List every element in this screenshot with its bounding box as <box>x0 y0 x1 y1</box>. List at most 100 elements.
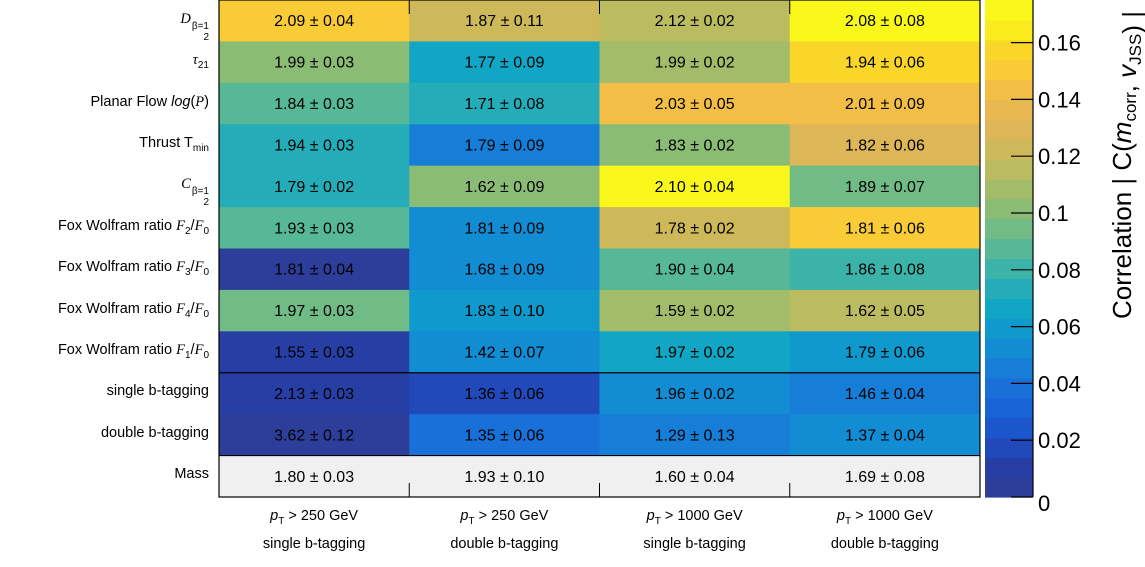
cell-value: 1.79 ± 0.02 <box>274 179 354 196</box>
heatmap-cell <box>409 41 600 84</box>
cell-value: 1.60 ± 0.04 <box>655 469 735 486</box>
cell-value: 1.94 ± 0.06 <box>845 55 925 72</box>
heatmap-cell <box>789 331 981 374</box>
cell-value: 1.46 ± 0.04 <box>845 386 925 403</box>
cell-value: 1.97 ± 0.03 <box>274 303 354 320</box>
colorbar-band <box>985 377 1033 399</box>
heatmap-cell <box>219 414 410 457</box>
cell-value: 1.94 ± 0.03 <box>274 137 354 154</box>
cell-value: 1.55 ± 0.03 <box>274 345 354 362</box>
colorbar-band <box>985 218 1033 240</box>
heatmap-cell <box>599 124 791 167</box>
cell-value: 1.83 ± 0.02 <box>655 137 735 154</box>
colorbar-tick-label: 0.06 <box>1038 315 1081 340</box>
heatmap-cell <box>219 207 410 249</box>
cell-value: 1.81 ± 0.04 <box>274 262 354 279</box>
row-label: Fox Wolfram ratio F3/F0 <box>57 259 209 279</box>
heatmap-cell <box>789 0 981 42</box>
cell-value: 1.99 ± 0.02 <box>655 55 735 72</box>
heatmap-cell <box>219 165 410 208</box>
colorbar-tick-label: 0.08 <box>1038 258 1081 283</box>
colorbar-band <box>985 477 1033 498</box>
heatmap-cell <box>789 41 981 84</box>
colorbar-band <box>985 337 1033 359</box>
cell-value: 1.93 ± 0.10 <box>464 469 544 486</box>
colorbar-band <box>985 198 1033 220</box>
column-label: pT > 250 GeV double b-tagging <box>450 508 559 552</box>
heatmap-cell <box>409 0 600 42</box>
cell-value: 1.83 ± 0.10 <box>464 303 544 320</box>
colorbar-tick-label: 0.1 <box>1038 201 1069 226</box>
row-label: Thrust Tmin <box>139 134 209 154</box>
colorbar-band <box>985 99 1033 120</box>
row-label: Fox Wolfram ratio F1/F0 <box>57 342 209 361</box>
row-label: single b-tagging <box>106 383 209 400</box>
heatmap-cell <box>409 331 600 374</box>
cell-value: 1.62 ± 0.05 <box>845 303 925 320</box>
colorbar-tick-label: 0.14 <box>1038 87 1081 112</box>
colorbar-band <box>985 238 1033 260</box>
heatmap-cell <box>789 124 981 167</box>
cell-value: 1.93 ± 0.03 <box>274 220 354 237</box>
colorbar-band <box>985 79 1033 100</box>
colorbar-band <box>985 397 1033 419</box>
heatmap-cell <box>219 82 410 125</box>
cell-value: 1.81 ± 0.09 <box>464 220 544 237</box>
heatmap-cell <box>789 372 981 415</box>
colorbar-band <box>985 258 1033 279</box>
column-label: pT > 1000 GeV single b-tagging <box>643 508 746 552</box>
heatmap-cell <box>219 248 410 291</box>
cell-value: 2.12 ± 0.02 <box>655 13 735 30</box>
cell-value: 1.84 ± 0.03 <box>274 96 354 113</box>
row-label: Mass <box>174 466 209 483</box>
colorbar-band <box>985 119 1033 140</box>
cell-value: 1.77 ± 0.09 <box>464 55 544 72</box>
heatmap-cell <box>599 331 791 374</box>
cell-value: 1.69 ± 0.08 <box>845 469 925 486</box>
cell-value: 1.79 ± 0.09 <box>464 137 544 154</box>
colorbar-tick-label: 0 <box>1038 491 1050 516</box>
colorbar-band <box>985 139 1033 160</box>
colorbar-band <box>985 437 1033 458</box>
cell-value: 1.29 ± 0.13 <box>655 427 735 444</box>
heatmap-cell <box>789 82 981 125</box>
row-label: τ21 <box>192 52 209 72</box>
cell-value: 1.90 ± 0.04 <box>655 262 735 279</box>
heatmap-cell <box>789 207 981 249</box>
cell-value: 1.36 ± 0.06 <box>464 386 544 403</box>
colorbar-title: Correlation | C(mcorr, vJSS) | <box>1107 11 1145 319</box>
colorbar-band <box>985 0 1033 21</box>
heatmap-cell <box>219 41 410 84</box>
cell-value: 1.78 ± 0.02 <box>655 220 735 237</box>
cell-value: 1.81 ± 0.06 <box>845 220 925 237</box>
colorbar-tick-label: 0.16 <box>1038 31 1081 56</box>
heatmap-cell <box>789 289 981 332</box>
colorbar-band <box>985 417 1033 438</box>
cell-value: 2.09 ± 0.04 <box>274 13 354 30</box>
colorbar-band <box>985 178 1033 200</box>
heatmap-cell <box>409 82 600 125</box>
colorbar-band <box>985 19 1033 41</box>
heatmap-cell <box>219 0 410 42</box>
cell-value: 1.68 ± 0.09 <box>464 262 544 279</box>
heatmap-cell <box>409 207 600 249</box>
colorbar-band <box>985 39 1033 61</box>
cell-value: 2.13 ± 0.03 <box>274 386 354 403</box>
heatmap-cell <box>219 455 410 498</box>
cell-value: 1.42 ± 0.07 <box>464 345 544 362</box>
cell-value: 1.59 ± 0.02 <box>655 303 735 320</box>
colorbar-band <box>985 457 1033 478</box>
colorbar-tick-label: 0.04 <box>1038 371 1081 396</box>
colorbar-band <box>985 298 1033 319</box>
cell-value: 1.86 ± 0.08 <box>845 262 925 279</box>
heatmap-cell <box>409 372 600 415</box>
colorbar-tick-label: 0.02 <box>1038 428 1081 453</box>
heatmap-cell <box>219 331 410 374</box>
colorbar-band <box>985 318 1033 339</box>
cell-value: 3.62 ± 0.12 <box>274 427 354 444</box>
heatmap-cell <box>409 414 600 457</box>
cell-value: 2.01 ± 0.09 <box>845 96 925 113</box>
row-label: double b-tagging <box>100 424 209 441</box>
grid-lines <box>218 0 981 498</box>
cell-value: 1.99 ± 0.03 <box>274 55 354 72</box>
